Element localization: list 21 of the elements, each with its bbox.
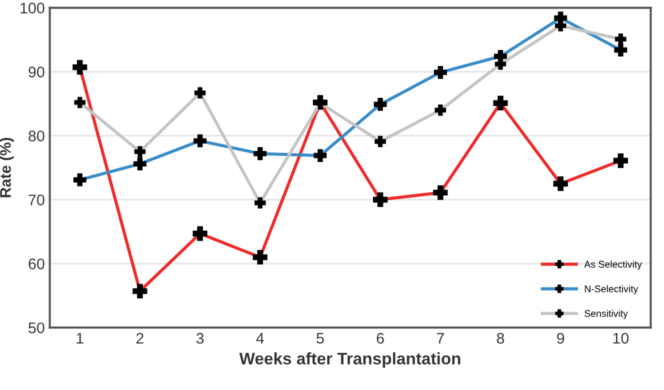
y-tick-label: 50 bbox=[28, 322, 44, 334]
legend-label: N-Selectivity bbox=[584, 285, 638, 294]
y-tick-label: 60 bbox=[28, 258, 44, 270]
x-axis-title: Weeks after Transplantation bbox=[239, 352, 460, 368]
y-tick-label: 100 bbox=[20, 2, 44, 14]
x-tick-label: 6 bbox=[376, 332, 384, 344]
y-axis-title: Rate (%) bbox=[0, 138, 14, 198]
legend-label: As Selectivity bbox=[584, 260, 642, 270]
y-tick-label: 90 bbox=[28, 66, 44, 78]
x-tick-label: 9 bbox=[557, 332, 564, 344]
legend-label: Sensitivity bbox=[584, 310, 628, 319]
x-tick-label: 7 bbox=[436, 333, 444, 344]
x-tick-label: 4 bbox=[256, 333, 264, 344]
x-tick-label: 2 bbox=[136, 332, 144, 344]
x-tick-label: 10 bbox=[613, 332, 629, 344]
x-tick-label: 3 bbox=[196, 332, 204, 344]
x-tick-label: 5 bbox=[316, 333, 324, 344]
x-tick-label: 1 bbox=[76, 333, 84, 344]
x-tick-label: 8 bbox=[496, 332, 504, 344]
y-tick-label: 80 bbox=[28, 130, 44, 142]
y-tick-label: 70 bbox=[28, 194, 44, 206]
